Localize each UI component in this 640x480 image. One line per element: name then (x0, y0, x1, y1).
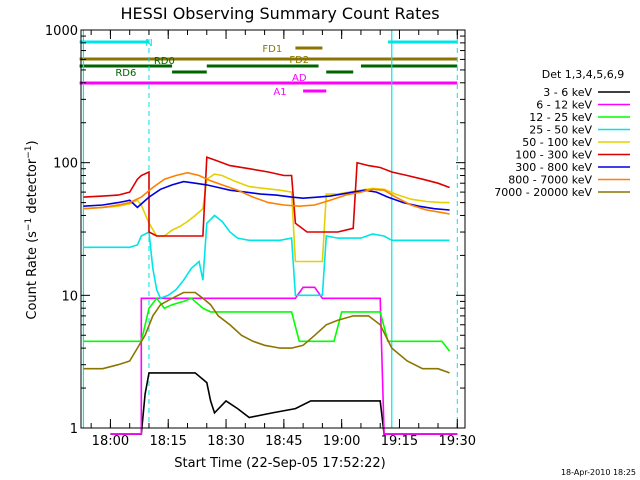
y-axis-ticks: 1 10 100 1000 (45, 24, 465, 437)
y-axis-label: Count Rate (s−1 detector−1) (24, 140, 40, 319)
x-tick-label: 19:00 (323, 434, 360, 449)
series-line (110, 372, 458, 435)
legend-label: 3 - 6 keV (543, 86, 592, 99)
y-tick-label: 1000 (45, 24, 78, 39)
plot-frame (80, 29, 466, 429)
legend-label: 50 - 100 keV (522, 136, 592, 149)
series-line (83, 156, 450, 237)
x-tick-label: 18:00 (92, 434, 129, 449)
orbit-markers (82, 30, 458, 428)
x-tick-label: 18:30 (207, 434, 244, 449)
x-axis-ticks: 18:00 18:15 18:30 18:45 19:00 19:15 19:30 (90, 30, 476, 449)
legend-label: 6 - 12 keV (536, 99, 592, 112)
y-tick-label: 100 (53, 157, 78, 172)
series-line (83, 296, 451, 352)
x-axis-label: Start Time (22-Sep-05 17:52:22) (174, 456, 385, 471)
series-line (83, 171, 450, 215)
flag-label: AD (292, 73, 307, 84)
flag-label: FD2 (289, 55, 309, 66)
series-line (110, 286, 458, 435)
legend-label: 12 - 25 keV (529, 111, 592, 124)
series-line (83, 173, 450, 263)
x-tick-label: 19:30 (439, 434, 476, 449)
x-tick-label: 18:45 (265, 434, 302, 449)
series-line (83, 214, 450, 300)
legend-title: Det 1,3,4,5,6,9 (542, 68, 625, 81)
series-line (83, 180, 450, 211)
timestamp: 18-Apr-2010 18:25 (561, 468, 636, 477)
y-tick-label: 10 (61, 289, 78, 304)
flag-label: RD6 (115, 68, 136, 79)
x-tick-label: 19:15 (381, 434, 418, 449)
legend-label: 300 - 800 keV (515, 161, 592, 174)
x-tick-label: 18:15 (149, 434, 186, 449)
flag-label: FD1 (262, 44, 282, 55)
flag-label: A1 (273, 87, 286, 98)
legend-label: 800 - 7000 keV (508, 174, 592, 187)
legend-label: 25 - 50 keV (529, 124, 592, 137)
legend-label: 7000 - 20000 keV (494, 186, 592, 199)
y-tick-label: 1 (70, 422, 78, 437)
flag-bars: NFD1FD2RD0RD6ADA1 (79, 38, 458, 98)
legend-label: 100 - 300 keV (515, 149, 592, 162)
flag-label: RD0 (154, 56, 175, 67)
series-line (83, 291, 450, 374)
chart-title: HESSI Observing Summary Count Rates (120, 4, 439, 23)
series-lines (83, 156, 458, 435)
